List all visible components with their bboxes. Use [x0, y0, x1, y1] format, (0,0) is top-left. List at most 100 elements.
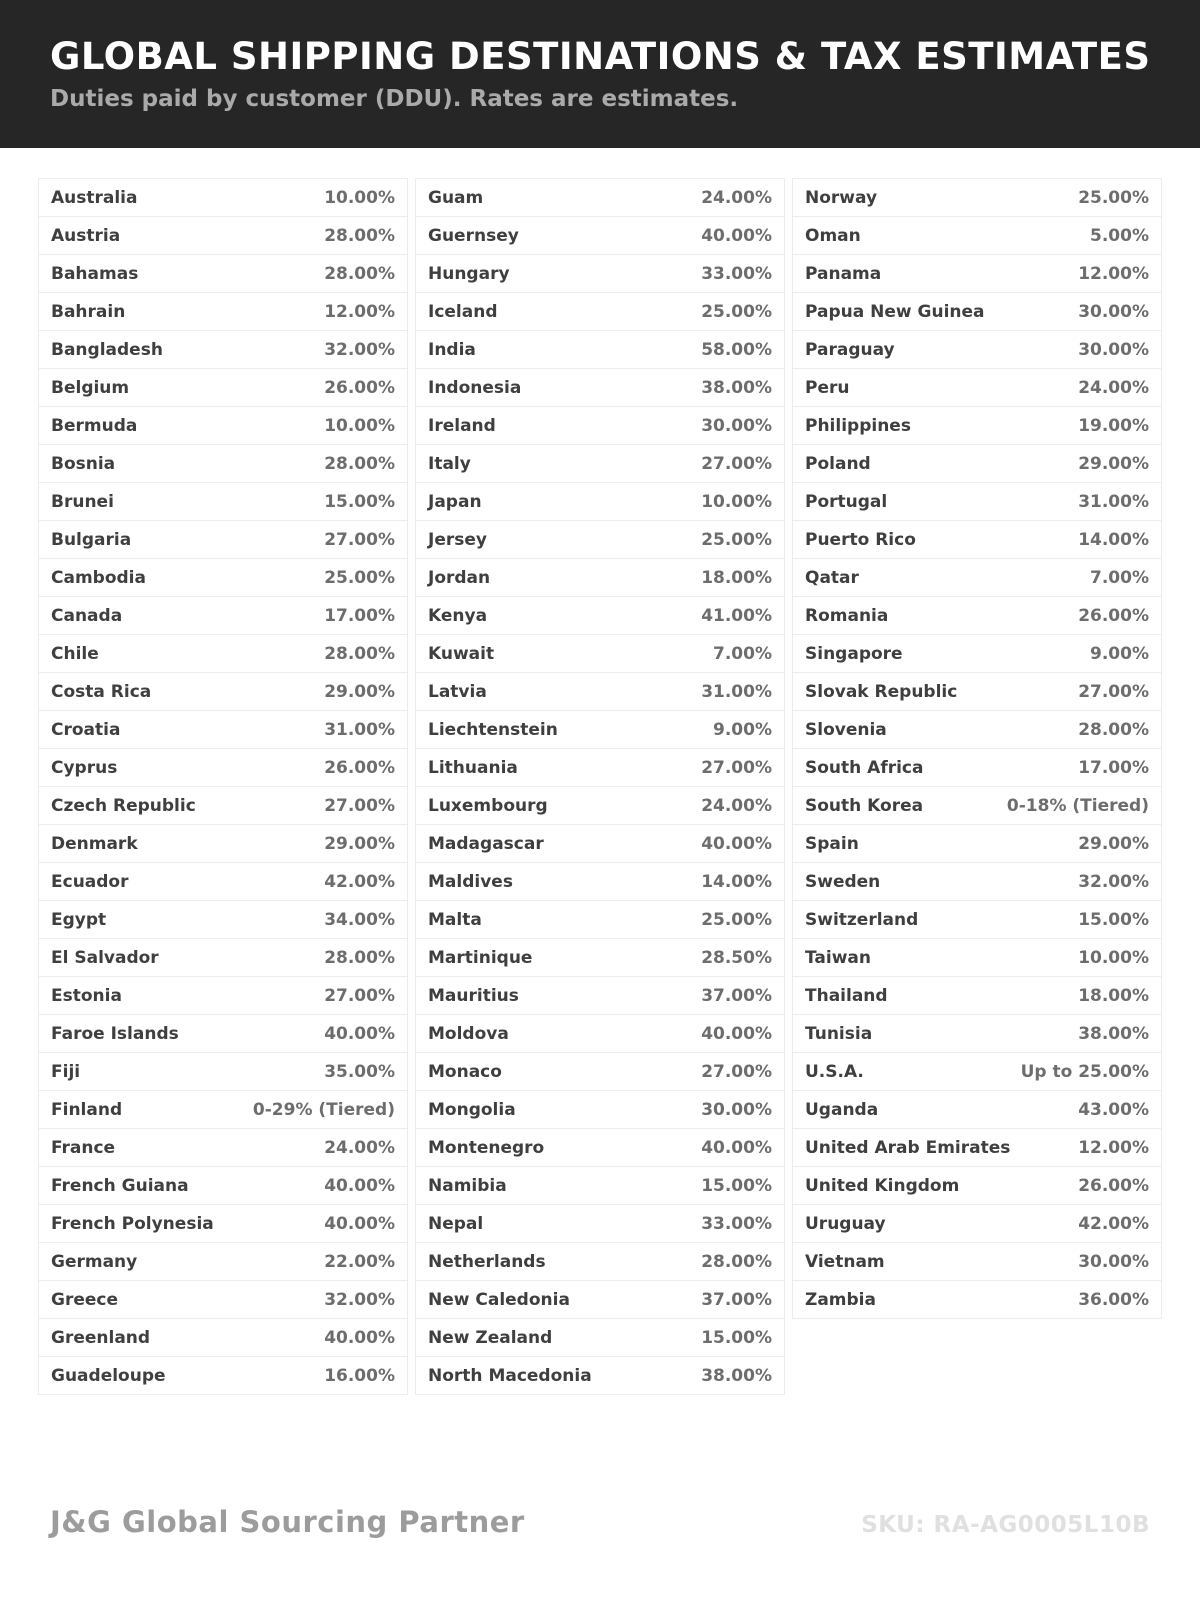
- table-row: Iceland 25.00%: [415, 292, 785, 331]
- country-label: South Korea: [805, 795, 924, 816]
- table-row: Guadeloupe 16.00%: [38, 1356, 408, 1395]
- rate-value: 42.00%: [1078, 1213, 1149, 1234]
- rate-value: 28.00%: [1078, 719, 1149, 740]
- table-row: Fiji 35.00%: [38, 1052, 408, 1091]
- country-label: Vietnam: [805, 1251, 885, 1272]
- table-row: India 58.00%: [415, 330, 785, 369]
- table-row: Finland 0-29% (Tiered): [38, 1090, 408, 1129]
- rates-column-1: Australia 10.00% Austria 28.00% Bahamas 28.00…: [38, 178, 408, 1395]
- rate-value: 27.00%: [324, 985, 395, 1006]
- country-label: Cyprus: [51, 757, 118, 778]
- country-label: Lithuania: [428, 757, 518, 778]
- table-row: Bulgaria 27.00%: [38, 520, 408, 559]
- country-label: Malta: [428, 909, 482, 930]
- rate-value: 22.00%: [324, 1251, 395, 1272]
- table-row: Kenya 41.00%: [415, 596, 785, 635]
- table-row: Martinique 28.50%: [415, 938, 785, 977]
- rate-value: 30.00%: [1078, 339, 1149, 360]
- table-row: Uganda 43.00%: [792, 1090, 1162, 1129]
- brand-name: J&G Global Sourcing Partner: [50, 1505, 525, 1539]
- country-label: Jersey: [428, 529, 487, 550]
- rate-value: 28.00%: [324, 643, 395, 664]
- rate-value: 29.00%: [324, 833, 395, 854]
- country-label: Puerto Rico: [805, 529, 916, 550]
- rate-value: 27.00%: [324, 529, 395, 550]
- country-label: India: [428, 339, 476, 360]
- country-label: El Salvador: [51, 947, 159, 968]
- table-row: Cyprus 26.00%: [38, 748, 408, 787]
- country-label: Latvia: [428, 681, 487, 702]
- table-row: Luxembourg 24.00%: [415, 786, 785, 825]
- country-label: Portugal: [805, 491, 888, 512]
- table-row: Guernsey 40.00%: [415, 216, 785, 255]
- table-row: Liechtenstein 9.00%: [415, 710, 785, 749]
- rate-value: 7.00%: [713, 643, 772, 664]
- table-row: Hungary 33.00%: [415, 254, 785, 293]
- rate-value: 24.00%: [701, 187, 772, 208]
- rate-value: 58.00%: [701, 339, 772, 360]
- table-row: Mauritius 37.00%: [415, 976, 785, 1015]
- table-row: Jersey 25.00%: [415, 520, 785, 559]
- table-row: Bosnia 28.00%: [38, 444, 408, 483]
- table-row: Greece 32.00%: [38, 1280, 408, 1319]
- country-label: Peru: [805, 377, 850, 398]
- country-label: New Zealand: [428, 1327, 553, 1348]
- rate-value: 25.00%: [1078, 187, 1149, 208]
- country-label: Costa Rica: [51, 681, 152, 702]
- country-label: Guam: [428, 187, 484, 208]
- rate-value: 9.00%: [1090, 643, 1149, 664]
- country-label: Estonia: [51, 985, 122, 1006]
- rate-value: 24.00%: [701, 795, 772, 816]
- table-row: Sweden 32.00%: [792, 862, 1162, 901]
- rate-value: 38.00%: [1078, 1023, 1149, 1044]
- country-label: France: [51, 1137, 116, 1158]
- table-row: Bangladesh 32.00%: [38, 330, 408, 369]
- rate-value: 12.00%: [324, 301, 395, 322]
- country-label: Spain: [805, 833, 859, 854]
- country-label: Finland: [51, 1099, 123, 1120]
- table-row: Portugal 31.00%: [792, 482, 1162, 521]
- country-label: Slovenia: [805, 719, 887, 740]
- rate-value: 15.00%: [1078, 909, 1149, 930]
- rate-value: 38.00%: [701, 1365, 772, 1386]
- country-label: Mongolia: [428, 1099, 516, 1120]
- table-row: Austria 28.00%: [38, 216, 408, 255]
- rate-value: 33.00%: [701, 263, 772, 284]
- rate-value: 12.00%: [1078, 263, 1149, 284]
- table-row: Bahrain 12.00%: [38, 292, 408, 331]
- rate-value: 27.00%: [324, 795, 395, 816]
- table-row: Canada 17.00%: [38, 596, 408, 635]
- table-row: Montenegro 40.00%: [415, 1128, 785, 1167]
- table-row: North Macedonia 38.00%: [415, 1356, 785, 1395]
- rate-value: 40.00%: [701, 833, 772, 854]
- country-label: Canada: [51, 605, 123, 626]
- country-label: Bahrain: [51, 301, 126, 322]
- country-label: Moldova: [428, 1023, 509, 1044]
- rate-value: 12.00%: [1078, 1137, 1149, 1158]
- table-row: Monaco 27.00%: [415, 1052, 785, 1091]
- table-row: Faroe Islands 40.00%: [38, 1014, 408, 1053]
- table-row: Switzerland 15.00%: [792, 900, 1162, 939]
- country-label: Uruguay: [805, 1213, 886, 1234]
- table-row: Peru 24.00%: [792, 368, 1162, 407]
- table-row: United Kingdom 26.00%: [792, 1166, 1162, 1205]
- country-label: Ecuador: [51, 871, 129, 892]
- country-label: Luxembourg: [428, 795, 548, 816]
- country-label: Papua New Guinea: [805, 301, 985, 322]
- rate-value: 32.00%: [324, 339, 395, 360]
- rate-value: 31.00%: [701, 681, 772, 702]
- country-label: Taiwan: [805, 947, 871, 968]
- country-label: Mauritius: [428, 985, 519, 1006]
- rate-value: 24.00%: [1078, 377, 1149, 398]
- rates-column-2: Guam 24.00% Guernsey 40.00% Hungary 33.00% Ice…: [415, 178, 785, 1395]
- table-row: Madagascar 40.00%: [415, 824, 785, 863]
- rate-value: Up to 25.00%: [1020, 1061, 1149, 1082]
- rate-value: 10.00%: [1078, 947, 1149, 968]
- rate-value: 10.00%: [324, 187, 395, 208]
- rate-value: 26.00%: [324, 377, 395, 398]
- country-label: Guadeloupe: [51, 1365, 166, 1386]
- table-row: El Salvador 28.00%: [38, 938, 408, 977]
- rate-value: 26.00%: [1078, 1175, 1149, 1196]
- table-row: Norway 25.00%: [792, 178, 1162, 217]
- table-row: Jordan 18.00%: [415, 558, 785, 597]
